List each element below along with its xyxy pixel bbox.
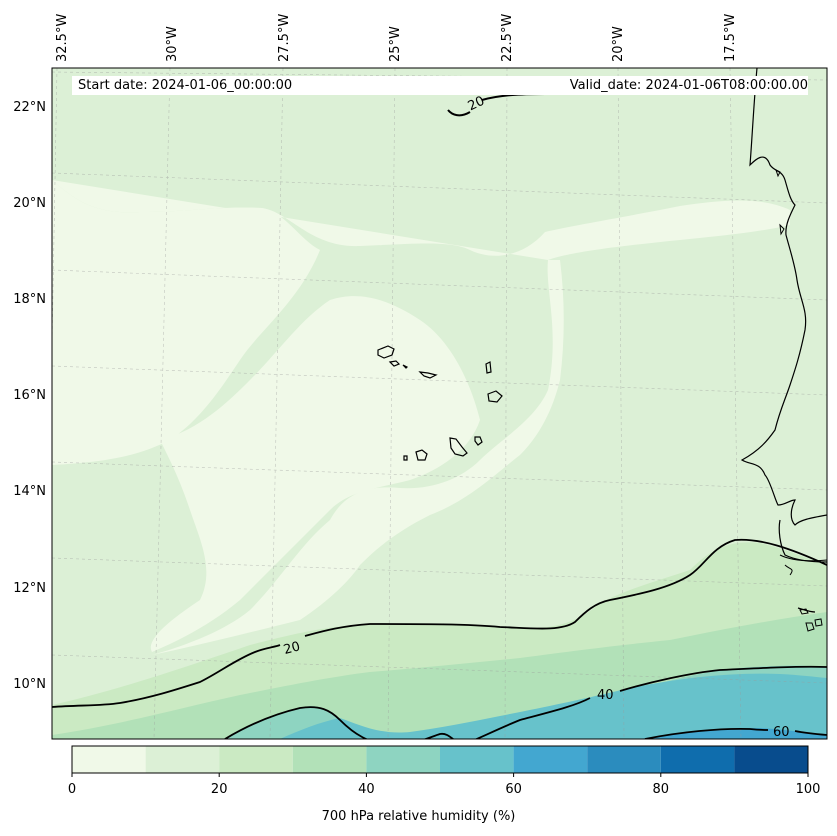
lon-label: 20°W bbox=[611, 26, 626, 62]
colorbar-segment bbox=[219, 746, 293, 773]
colorbar: 0 20 40 60 80 100 bbox=[68, 745, 821, 797]
rh-field-50-60 bbox=[280, 673, 827, 739]
colorbar-tick-label: 0 bbox=[68, 782, 76, 797]
lat-label: 20°N bbox=[13, 196, 46, 211]
contour-label-40: 40 bbox=[597, 688, 614, 703]
rh-field-60-70 bbox=[640, 728, 827, 739]
lon-label: 22.5°W bbox=[500, 14, 515, 62]
colorbar-ticks bbox=[71, 773, 809, 777]
map-panel bbox=[52, 68, 827, 739]
colorbar-tick-label: 100 bbox=[796, 782, 821, 797]
colorbar-segment bbox=[366, 746, 440, 773]
contour-label-20-north: 20 bbox=[466, 94, 487, 115]
contour-label-20: 20 bbox=[282, 639, 302, 658]
contour-20 bbox=[52, 538, 827, 708]
lat-label: 14°N bbox=[13, 484, 46, 499]
lon-label: 17.5°W bbox=[723, 14, 738, 62]
colorbar-segment bbox=[660, 746, 735, 773]
rh-field-0-10-south bbox=[150, 296, 480, 652]
colorbar-tick-label: 80 bbox=[653, 782, 670, 797]
lon-label: 27.5°W bbox=[277, 14, 292, 62]
contour-label-60: 60 bbox=[773, 725, 790, 740]
africa-coastline bbox=[740, 68, 827, 526]
colorbar-tick-label: 20 bbox=[211, 782, 228, 797]
contour-60 bbox=[644, 727, 827, 739]
colorbar-segment bbox=[587, 746, 661, 773]
colorbar-segment bbox=[145, 746, 220, 773]
colorbar-segment bbox=[292, 746, 367, 773]
colorbar-segment bbox=[72, 746, 146, 773]
lat-label: 12°N bbox=[13, 581, 46, 596]
rh-field-0-10-west bbox=[52, 180, 320, 465]
colorbar-frame bbox=[71, 745, 809, 774]
rh-field-0-10 bbox=[52, 180, 790, 655]
colorbar-segment bbox=[734, 746, 808, 773]
lat-label: 18°N bbox=[13, 292, 46, 307]
contour-40 bbox=[224, 665, 827, 739]
lat-label: 16°N bbox=[13, 388, 46, 403]
longitude-labels: 32.5°W 30°W 27.5°W 25°W 22.5°W 20°W 17.5… bbox=[55, 14, 738, 62]
colorbar-tick-label: 40 bbox=[358, 782, 375, 797]
colorbar-label: 700 hPa relative humidity (%) bbox=[321, 809, 516, 824]
lon-label: 32.5°W bbox=[55, 14, 70, 62]
gambia-coast bbox=[779, 554, 827, 576]
lat-label: 22°N bbox=[13, 100, 46, 115]
lat-label: 10°N bbox=[13, 677, 46, 692]
lon-label: 25°W bbox=[388, 26, 403, 62]
coastal-islands-north bbox=[775, 169, 785, 236]
colorbar-segment bbox=[513, 746, 588, 773]
latitude-labels: 22°N 20°N 18°N 16°N 14°N 12°N 10°N bbox=[13, 100, 46, 692]
colorbar-tick-label: 60 bbox=[505, 782, 522, 797]
map-frame bbox=[51, 67, 828, 740]
cape-verde-islands bbox=[377, 345, 503, 461]
bijagos-islands bbox=[799, 608, 823, 632]
start-date-label: Start date: 2024-01-06_00:00:00 bbox=[72, 76, 548, 95]
colorbar-segment bbox=[440, 746, 514, 773]
valid-date-label: Valid_date: 2024-01-06T08:00:00.00 bbox=[540, 76, 808, 95]
lon-label: 30°W bbox=[165, 26, 180, 62]
